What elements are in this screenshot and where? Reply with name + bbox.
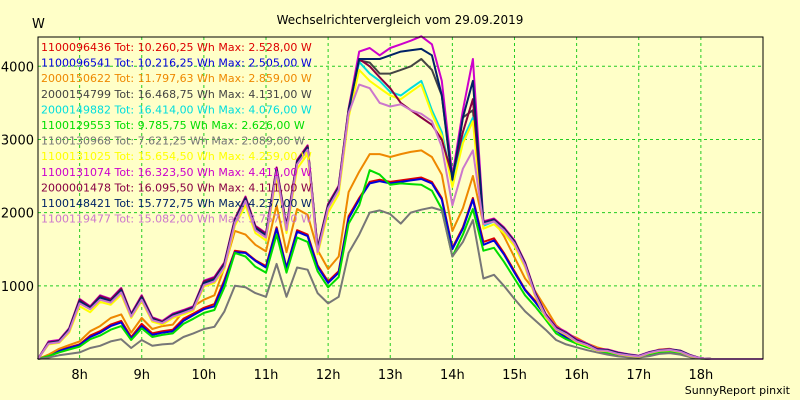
plot-frame — [37, 36, 764, 360]
x-tick-label: 13h — [378, 368, 403, 383]
x-tick-label: 14h — [440, 368, 465, 383]
legend-entry-6: 1100129553 Tot: 9.785,75 Wh Max: 2.626,0… — [41, 119, 305, 132]
chart-title: Wechselrichtervergleich vom 29.09.2019 — [277, 13, 524, 27]
footer-credit: SunnyReport pinxit — [685, 384, 791, 397]
legend-entry-4: 2000154799 Tot: 16.468,75 Wh Max: 4.131,… — [41, 88, 312, 101]
grid — [38, 37, 763, 359]
legend-entry-12: 1100119477 Tot: 15.082,00 Wh Max: 3.757,… — [41, 213, 312, 226]
legend-entry-5: 2000149882 Tot: 16.414,00 Wh Max: 4.076,… — [41, 103, 312, 116]
x-tick-label: 12h — [316, 368, 341, 383]
y-axis-ticks: 1000 2000 3000 4000 — [1, 60, 34, 295]
legend-entry-1: 1100096436 Tot: 10.260,25 Wh Max: 2.528,… — [41, 41, 312, 54]
y-axis-unit: W — [32, 17, 45, 32]
legend: 1100096436 Tot: 10.260,25 Wh Max: 2.528,… — [41, 41, 312, 226]
legend-entry-3: 2000150622 Tot: 11.797,63 Wh Max: 2.859,… — [41, 72, 312, 85]
x-tick-label: 17h — [626, 368, 651, 383]
x-tick-label: 9h — [133, 368, 150, 383]
y-tick-label: 2000 — [1, 207, 34, 222]
x-tick-label: 16h — [564, 368, 589, 383]
legend-entry-7: 1100130968 Tot: 7.621,25 Wh Max: 2.089,0… — [41, 135, 305, 148]
legend-entry-10: 2000001478 Tot: 16.095,50 Wh Max: 4.111,… — [41, 181, 312, 194]
legend-entry-11: 1100148421 Tot: 15.772,75 Wh Max: 4.237,… — [41, 197, 312, 210]
x-tick-label: 15h — [502, 368, 527, 383]
y-tick-label: 4000 — [1, 60, 34, 75]
x-tick-label: 18h — [688, 368, 713, 383]
x-tick-label: 10h — [191, 368, 216, 383]
y-tick-label: 3000 — [1, 133, 34, 148]
legend-entry-9: 1100131074 Tot: 16.323,50 Wh Max: 4.411,… — [41, 166, 312, 179]
legend-entry-2: 1100096541 Tot: 10.216,25 Wh Max: 2.505,… — [41, 57, 312, 70]
x-tick-label: 8h — [71, 368, 88, 383]
legend-entry-8: 1100131025 Tot: 15.654,50 Wh Max: 4.259,… — [41, 150, 312, 163]
y-tick-label: 1000 — [1, 280, 34, 295]
series-line-12 — [37, 83, 763, 360]
series-lines — [37, 35, 763, 360]
x-axis-ticks: 8h 9h 10h 11h 12h 13h 14h 15h 16h 17h 18h — [71, 368, 713, 383]
series-line-7 — [37, 206, 763, 360]
x-tick-label: 11h — [254, 368, 279, 383]
